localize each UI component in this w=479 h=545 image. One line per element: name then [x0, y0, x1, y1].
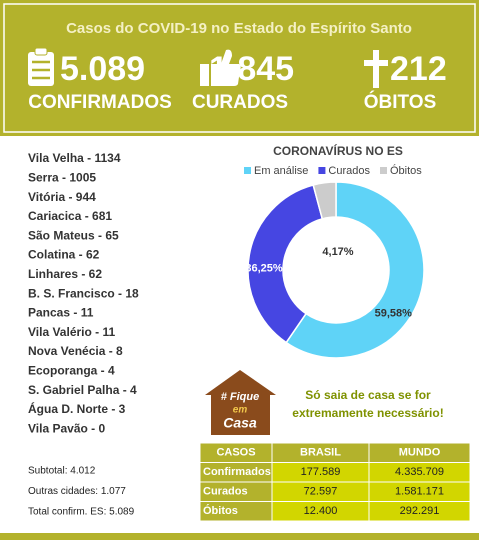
- city-count: Vila Valério - 11: [28, 325, 115, 339]
- stat-value: 5.089: [60, 50, 145, 88]
- stat-value: 1.845: [209, 50, 294, 88]
- city-count: Água D. Norte - 3: [28, 401, 126, 416]
- table-cell: Confirmados: [203, 466, 271, 478]
- footer-band: [0, 533, 479, 540]
- logo-line: em: [233, 405, 248, 416]
- stat-label: CONFIRMADOS: [28, 92, 172, 113]
- city-count: Ecoporanga - 4: [28, 363, 115, 377]
- donut-slice: [312, 181, 337, 220]
- city-count: Colatina - 62: [28, 248, 100, 262]
- city-count: Nova Venécia - 8: [28, 344, 123, 358]
- header-border: [3, 3, 476, 133]
- city-count: Pancas - 11: [28, 306, 94, 320]
- city-count: São Mateus - 65: [28, 228, 119, 242]
- table-cell: 4.335.709: [395, 466, 444, 478]
- fique-em-casa-logo: # Fique em Casa: [205, 370, 276, 435]
- city-count: S. Gabriel Palha - 4: [28, 383, 137, 397]
- table-cell: Curados: [203, 486, 248, 498]
- cross-icon: [364, 50, 388, 88]
- city-count: Cariacica - 681: [28, 209, 112, 223]
- total: Outras cidades: 1.077: [28, 486, 126, 497]
- total: Subtotal: 4.012: [28, 466, 96, 477]
- clipboard-icon: [28, 47, 54, 86]
- table-header: CASOS: [216, 447, 255, 459]
- city-count: B. S. Francisco - 18: [28, 286, 139, 300]
- table-cell: Óbitos: [203, 504, 238, 517]
- donut-slice: [285, 181, 425, 359]
- chart-title: CORONAVÍRUS NO ES: [273, 143, 403, 158]
- legend-swatch: [244, 167, 251, 174]
- legend-label: Óbitos: [390, 164, 422, 177]
- data-label: 4,17%: [322, 246, 353, 258]
- city-count: Vitória - 944: [28, 190, 96, 204]
- table-cell-bg: [368, 501, 471, 522]
- data-label: 36,25%: [245, 262, 283, 274]
- logo-line: # Fique: [221, 391, 260, 403]
- legend-swatch: [380, 167, 387, 174]
- logo-line: Casa: [223, 415, 257, 431]
- city-count: Serra - 1005: [28, 170, 96, 184]
- legend-label: Curados: [328, 165, 370, 177]
- total: Total confirm. ES: 5.089: [28, 507, 135, 518]
- thumbs-up-icon: [200, 49, 241, 86]
- table-cell: 72.597: [304, 486, 338, 498]
- table-cell: 292.291: [400, 505, 440, 517]
- legend-swatch: [318, 167, 326, 174]
- data-label: 59,58%: [375, 308, 413, 320]
- table-cell: 177.589: [301, 466, 341, 478]
- table-header: MUNDO: [399, 447, 441, 459]
- donut-slice: [247, 184, 324, 344]
- table-cell: 1.581.171: [395, 486, 444, 498]
- table-cell: 12.400: [304, 505, 338, 517]
- message: extremamente necessário!: [292, 406, 443, 420]
- stat-label: ÓBITOS: [364, 91, 437, 113]
- title: Casos do COVID-19 no Estado do Espírito …: [66, 20, 412, 37]
- city-count: Vila Pavão - 0: [28, 421, 105, 435]
- table-header: BRASIL: [300, 447, 341, 459]
- stat-value: 212: [390, 50, 447, 88]
- stat-label: CURADOS: [192, 92, 288, 113]
- city-count: Linhares - 62: [28, 267, 102, 281]
- city-count: Vila Velha - 1134: [28, 151, 121, 165]
- legend-label: Em análise: [254, 165, 308, 177]
- message: Só saia de casa se for: [305, 388, 431, 402]
